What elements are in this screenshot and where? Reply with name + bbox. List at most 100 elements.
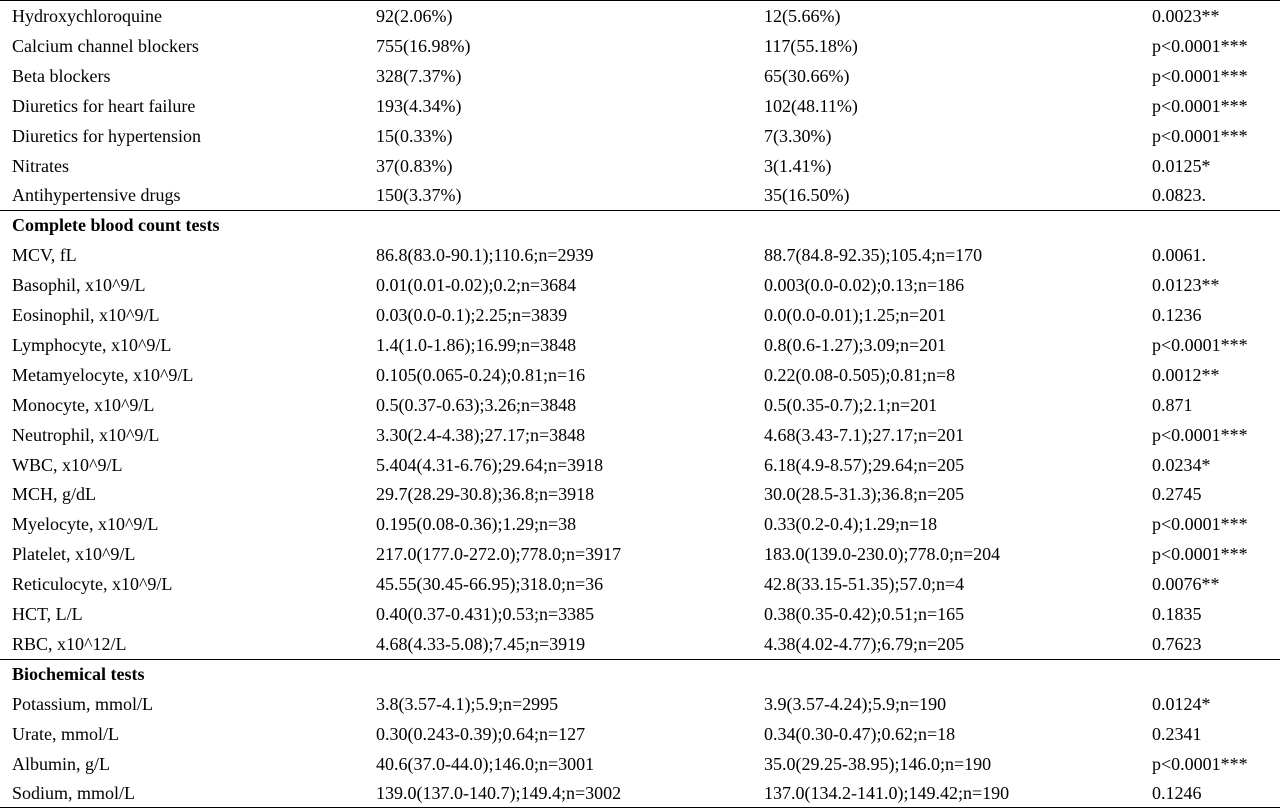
p-value: 0.1236 — [1152, 305, 1202, 325]
group2-value: 0.22(0.08-0.505);0.81;n=8 — [764, 364, 956, 385]
section-divider — [0, 210, 1280, 212]
group2-value: 0.8(0.6-1.27);3.09;n=201 — [764, 334, 947, 355]
group2-value: 35.0(29.25-38.95);146.0;n=190 — [764, 753, 992, 774]
p-value: p<0.0001*** — [1152, 65, 1248, 86]
table-row: WBC, x10^9/L 5.404(4.31-6.76);29.64;n=391… — [0, 449, 1280, 479]
table-row: Sodium, mmol/L 139.0(137.0-140.7);149.4;n… — [0, 777, 1280, 807]
p-value: p<0.0001*** — [1152, 334, 1248, 355]
row-label: Myelocyte, x10^9/L — [12, 514, 159, 535]
row-label: Reticulocyte, x10^9/L — [12, 574, 173, 595]
table-row: Eosinophil, x10^9/L 0.03(0.0-0.1);2.25;n=… — [0, 299, 1280, 329]
p-value: 0.0076** — [1152, 574, 1220, 595]
table-row: RBC, x10^12/L 4.68(4.33-5.08);7.45;n=3919… — [0, 628, 1280, 658]
row-label: Diuretics for hypertension — [12, 125, 201, 146]
bottom-rule — [0, 807, 1280, 808]
group1-value: 92(2.06%) — [376, 6, 453, 26]
group1-value: 0.40(0.37-0.431);0.53;n=3385 — [376, 604, 595, 624]
table-row: Myelocyte, x10^9/L 0.195(0.08-0.36);1.29;… — [0, 508, 1280, 538]
group1-value: 217.0(177.0-272.0);778.0;n=3917 — [376, 544, 622, 565]
group2-value: 0.5(0.35-0.7);2.1;n=201 — [764, 394, 938, 415]
p-value: p<0.0001*** — [1152, 125, 1248, 146]
group1-value: 328(7.37%) — [376, 65, 462, 86]
group2-value: 117(55.18%) — [764, 35, 858, 56]
row-label: Urate, mmol/L — [12, 723, 119, 744]
group2-value: 0.38(0.35-0.42);0.51;n=165 — [764, 604, 965, 624]
table-row: Urate, mmol/L 0.30(0.243-0.39);0.64;n=127… — [0, 718, 1280, 748]
group2-value: 35(16.50%) — [764, 185, 850, 206]
p-value: p<0.0001*** — [1152, 424, 1248, 445]
table-row: Calcium channel blockers 755(16.98%) 117(5… — [0, 30, 1280, 60]
row-label: Diuretics for heart failure — [12, 95, 196, 116]
table-row: Basophil, x10^9/L 0.01(0.01-0.02);0.2;n=3… — [0, 269, 1280, 299]
group1-value: 3.30(2.4-4.38);27.17;n=3848 — [376, 424, 586, 445]
row-label: Hydroxychloroquine — [12, 6, 162, 26]
section-header-cbc: Complete blood count tests — [0, 209, 1280, 239]
row-label: Potassium, mmol/L — [12, 693, 154, 714]
row-label: MCV, fL — [12, 245, 77, 266]
row-label: Monocyte, x10^9/L — [12, 394, 155, 415]
row-label: Metamyelocyte, x10^9/L — [12, 364, 194, 385]
p-value: 0.7623 — [1152, 633, 1202, 654]
p-value: 0.0823. — [1152, 185, 1206, 206]
top-rule — [0, 0, 1280, 1]
group1-value: 755(16.98%) — [376, 35, 471, 56]
group2-value: 6.18(4.9-8.57);29.64;n=205 — [764, 454, 965, 475]
table-row: Neutrophil, x10^9/L 3.30(2.4-4.38);27.17;… — [0, 419, 1280, 449]
row-label: Antihypertensive drugs — [12, 185, 181, 206]
group2-value: 30.0(28.5-31.3);36.8;n=205 — [764, 484, 965, 505]
p-value: 0.0061. — [1152, 245, 1206, 266]
row-label: Platelet, x10^9/L — [12, 544, 136, 565]
p-value: 0.0012** — [1152, 364, 1220, 385]
section-header-biochem: Biochemical tests — [0, 658, 1280, 688]
group2-value: 88.7(84.8-92.35);105.4;n=170 — [764, 245, 983, 266]
group1-value: 193(4.34%) — [376, 95, 462, 116]
group1-value: 45.55(30.45-66.95);318.0;n=36 — [376, 574, 604, 595]
group2-value: 65(30.66%) — [764, 65, 850, 86]
group2-value: 0.003(0.0-0.02);0.13;n=186 — [764, 275, 965, 296]
group1-value: 0.30(0.243-0.39);0.64;n=127 — [376, 723, 586, 744]
row-label: Sodium, mmol/L — [12, 783, 136, 804]
group1-value: 1.4(1.0-1.86);16.99;n=3848 — [376, 334, 577, 355]
p-value: 0.1246 — [1152, 783, 1202, 804]
group1-value: 4.68(4.33-5.08);7.45;n=3919 — [376, 633, 586, 654]
row-label: MCH, g/dL — [12, 484, 97, 505]
group1-value: 139.0(137.0-140.7);149.4;n=3002 — [376, 783, 622, 804]
group1-value: 15(0.33%) — [376, 125, 453, 146]
table-row: Lymphocyte, x10^9/L 1.4(1.0-1.86);16.99;n… — [0, 329, 1280, 359]
group2-value: 102(48.11%) — [764, 95, 858, 116]
row-label: Albumin, g/L — [12, 753, 110, 774]
group2-value: 12(5.66%) — [764, 6, 841, 26]
group1-value: 86.8(83.0-90.1);110.6;n=2939 — [376, 245, 594, 266]
p-value: 0.1835 — [1152, 604, 1202, 624]
table-row: MCH, g/dL 29.7(28.29-30.8);36.8;n=3918 30.… — [0, 478, 1280, 508]
row-label: Eosinophil, x10^9/L — [12, 305, 160, 325]
group2-value: 42.8(33.15-51.35);57.0;n=4 — [764, 574, 965, 595]
p-value: p<0.0001*** — [1152, 544, 1248, 565]
row-label: RBC, x10^12/L — [12, 633, 127, 654]
p-value: 0.0123** — [1152, 275, 1220, 296]
p-value: p<0.0001*** — [1152, 514, 1248, 535]
p-value: 0.2745 — [1152, 484, 1202, 505]
group1-value: 37(0.83%) — [376, 155, 453, 176]
p-value: p<0.0001*** — [1152, 753, 1248, 774]
group2-value: 4.68(3.43-7.1);27.17;n=201 — [764, 424, 965, 445]
p-value: 0.0125* — [1152, 155, 1211, 176]
p-value: 0.0023** — [1152, 6, 1220, 26]
table-row: Antihypertensive drugs 150(3.37%) 35(16.50… — [0, 179, 1280, 209]
group2-value: 0.0(0.0-0.01);1.25;n=201 — [764, 305, 947, 325]
table-row: Diuretics for heart failure 193(4.34%) 102… — [0, 90, 1280, 120]
row-label: Nitrates — [12, 155, 69, 176]
row-label: Basophil, x10^9/L — [12, 275, 146, 296]
p-value: p<0.0001*** — [1152, 35, 1248, 56]
group1-value: 0.01(0.01-0.02);0.2;n=3684 — [376, 275, 577, 296]
group2-value: 137.0(134.2-141.0);149.42;n=190 — [764, 783, 1010, 804]
table-row: Reticulocyte, x10^9/L 45.55(30.45-66.95);… — [0, 568, 1280, 598]
row-label: Beta blockers — [12, 65, 111, 86]
table-row: Beta blockers 328(7.37%) 65(30.66%) p<0.000… — [0, 60, 1280, 90]
group1-value: 150(3.37%) — [376, 185, 462, 206]
group1-value: 29.7(28.29-30.8);36.8;n=3918 — [376, 484, 595, 505]
table-row: MCV, fL 86.8(83.0-90.1);110.6;n=2939 88.7(… — [0, 239, 1280, 269]
group2-value: 7(3.30%) — [764, 125, 832, 146]
row-label: Calcium channel blockers — [12, 35, 199, 56]
row-label: WBC, x10^9/L — [12, 454, 123, 475]
